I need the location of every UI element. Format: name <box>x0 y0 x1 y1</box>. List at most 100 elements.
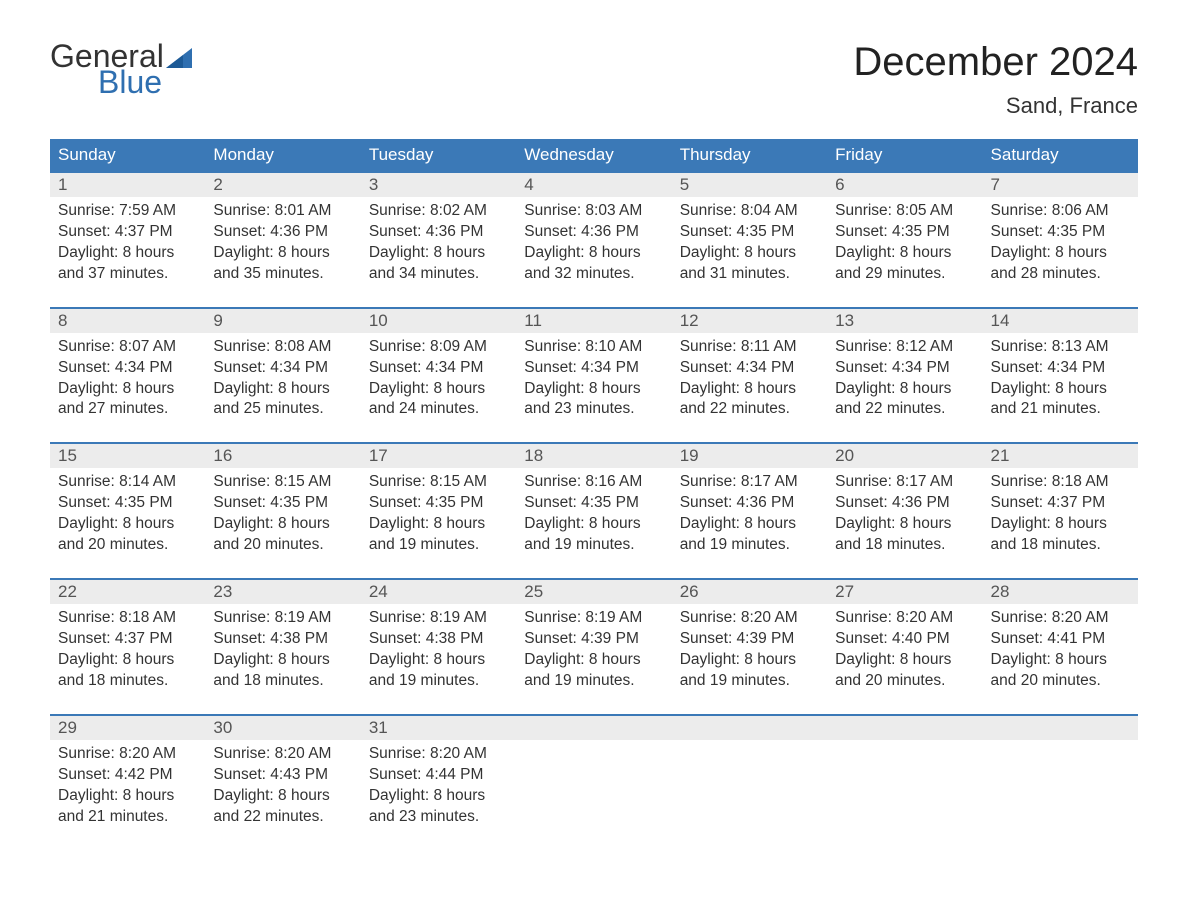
sunset-text: Sunset: 4:34 PM <box>524 358 663 379</box>
daylight-text-1: Daylight: 8 hours <box>991 243 1130 264</box>
daylight-text-1: Daylight: 8 hours <box>524 243 663 264</box>
daylight-text-2: and 18 minutes. <box>991 535 1130 556</box>
day-details: Sunrise: 8:17 AMSunset: 4:36 PMDaylight:… <box>827 468 982 566</box>
day-details <box>672 740 827 838</box>
day-number: 29 <box>50 716 205 740</box>
day-details: Sunrise: 8:11 AMSunset: 4:34 PMDaylight:… <box>672 333 827 431</box>
sunrise-text: Sunrise: 8:10 AM <box>524 337 663 358</box>
calendar-week: 293031Sunrise: 8:20 AMSunset: 4:42 PMDay… <box>50 714 1138 838</box>
sunrise-text: Sunrise: 8:02 AM <box>369 201 508 222</box>
flag-icon <box>166 48 192 68</box>
weekday-cell: Tuesday <box>361 139 516 171</box>
daylight-text-2: and 31 minutes. <box>680 264 819 285</box>
day-number <box>983 716 1138 740</box>
daylight-text-2: and 34 minutes. <box>369 264 508 285</box>
sunrise-text: Sunrise: 8:12 AM <box>835 337 974 358</box>
daylight-text-2: and 19 minutes. <box>524 671 663 692</box>
day-number-row: 891011121314 <box>50 307 1138 333</box>
sunset-text: Sunset: 4:38 PM <box>369 629 508 650</box>
daylight-text-2: and 20 minutes. <box>58 535 197 556</box>
day-details: Sunrise: 8:20 AMSunset: 4:42 PMDaylight:… <box>50 740 205 838</box>
sunset-text: Sunset: 4:37 PM <box>58 222 197 243</box>
sunrise-text: Sunrise: 8:20 AM <box>213 744 352 765</box>
calendar: SundayMondayTuesdayWednesdayThursdayFrid… <box>50 139 1138 837</box>
daylight-text-2: and 23 minutes. <box>524 399 663 420</box>
daylight-text-1: Daylight: 8 hours <box>58 786 197 807</box>
day-number: 9 <box>205 309 360 333</box>
page-header: General Blue December 2024 Sand, France <box>50 40 1138 119</box>
day-details: Sunrise: 8:15 AMSunset: 4:35 PMDaylight:… <box>205 468 360 566</box>
logo-text-2: Blue <box>98 66 192 98</box>
day-detail-row: Sunrise: 8:14 AMSunset: 4:35 PMDaylight:… <box>50 468 1138 566</box>
daylight-text-2: and 29 minutes. <box>835 264 974 285</box>
daylight-text-2: and 35 minutes. <box>213 264 352 285</box>
title-block: December 2024 Sand, France <box>853 40 1138 119</box>
daylight-text-1: Daylight: 8 hours <box>213 650 352 671</box>
daylight-text-1: Daylight: 8 hours <box>213 786 352 807</box>
weekday-cell: Monday <box>205 139 360 171</box>
day-number: 26 <box>672 580 827 604</box>
sunset-text: Sunset: 4:42 PM <box>58 765 197 786</box>
day-detail-row: Sunrise: 8:20 AMSunset: 4:42 PMDaylight:… <box>50 740 1138 838</box>
day-number: 20 <box>827 444 982 468</box>
sunset-text: Sunset: 4:34 PM <box>213 358 352 379</box>
day-details: Sunrise: 8:18 AMSunset: 4:37 PMDaylight:… <box>50 604 205 702</box>
sunset-text: Sunset: 4:37 PM <box>58 629 197 650</box>
daylight-text-2: and 23 minutes. <box>369 807 508 828</box>
day-details <box>516 740 671 838</box>
daylight-text-2: and 22 minutes. <box>680 399 819 420</box>
sunset-text: Sunset: 4:35 PM <box>369 493 508 514</box>
sunrise-text: Sunrise: 8:15 AM <box>213 472 352 493</box>
day-number <box>672 716 827 740</box>
daylight-text-2: and 32 minutes. <box>524 264 663 285</box>
sunrise-text: Sunrise: 8:18 AM <box>58 608 197 629</box>
sunset-text: Sunset: 4:35 PM <box>524 493 663 514</box>
weekday-cell: Saturday <box>983 139 1138 171</box>
daylight-text-2: and 19 minutes. <box>369 671 508 692</box>
sunset-text: Sunset: 4:36 PM <box>835 493 974 514</box>
day-details: Sunrise: 8:20 AMSunset: 4:40 PMDaylight:… <box>827 604 982 702</box>
day-details: Sunrise: 8:12 AMSunset: 4:34 PMDaylight:… <box>827 333 982 431</box>
sunrise-text: Sunrise: 8:11 AM <box>680 337 819 358</box>
day-details: Sunrise: 8:19 AMSunset: 4:39 PMDaylight:… <box>516 604 671 702</box>
sunset-text: Sunset: 4:34 PM <box>991 358 1130 379</box>
day-number <box>827 716 982 740</box>
sunrise-text: Sunrise: 8:08 AM <box>213 337 352 358</box>
sunrise-text: Sunrise: 8:19 AM <box>524 608 663 629</box>
daylight-text-2: and 18 minutes. <box>835 535 974 556</box>
sunrise-text: Sunrise: 8:20 AM <box>58 744 197 765</box>
day-details: Sunrise: 8:20 AMSunset: 4:43 PMDaylight:… <box>205 740 360 838</box>
sunset-text: Sunset: 4:34 PM <box>835 358 974 379</box>
daylight-text-1: Daylight: 8 hours <box>524 650 663 671</box>
daylight-text-1: Daylight: 8 hours <box>58 514 197 535</box>
daylight-text-1: Daylight: 8 hours <box>991 379 1130 400</box>
sunset-text: Sunset: 4:34 PM <box>58 358 197 379</box>
sunrise-text: Sunrise: 7:59 AM <box>58 201 197 222</box>
day-details: Sunrise: 8:20 AMSunset: 4:39 PMDaylight:… <box>672 604 827 702</box>
day-details <box>827 740 982 838</box>
day-number-row: 293031 <box>50 714 1138 740</box>
day-number: 21 <box>983 444 1138 468</box>
day-details: Sunrise: 8:02 AMSunset: 4:36 PMDaylight:… <box>361 197 516 295</box>
daylight-text-2: and 18 minutes. <box>213 671 352 692</box>
daylight-text-1: Daylight: 8 hours <box>58 650 197 671</box>
brand-logo: General Blue <box>50 40 192 98</box>
sunrise-text: Sunrise: 8:20 AM <box>991 608 1130 629</box>
day-number: 19 <box>672 444 827 468</box>
sunrise-text: Sunrise: 8:20 AM <box>835 608 974 629</box>
day-number: 1 <box>50 173 205 197</box>
calendar-week: 1234567Sunrise: 7:59 AMSunset: 4:37 PMDa… <box>50 171 1138 295</box>
day-details: Sunrise: 8:19 AMSunset: 4:38 PMDaylight:… <box>361 604 516 702</box>
weekday-header-row: SundayMondayTuesdayWednesdayThursdayFrid… <box>50 139 1138 171</box>
day-details: Sunrise: 8:14 AMSunset: 4:35 PMDaylight:… <box>50 468 205 566</box>
sunrise-text: Sunrise: 8:18 AM <box>991 472 1130 493</box>
daylight-text-1: Daylight: 8 hours <box>213 379 352 400</box>
sunset-text: Sunset: 4:34 PM <box>680 358 819 379</box>
day-number: 13 <box>827 309 982 333</box>
day-details: Sunrise: 8:20 AMSunset: 4:44 PMDaylight:… <box>361 740 516 838</box>
day-details: Sunrise: 8:03 AMSunset: 4:36 PMDaylight:… <box>516 197 671 295</box>
day-number-row: 15161718192021 <box>50 442 1138 468</box>
sunrise-text: Sunrise: 8:07 AM <box>58 337 197 358</box>
day-details: Sunrise: 8:18 AMSunset: 4:37 PMDaylight:… <box>983 468 1138 566</box>
daylight-text-1: Daylight: 8 hours <box>835 243 974 264</box>
